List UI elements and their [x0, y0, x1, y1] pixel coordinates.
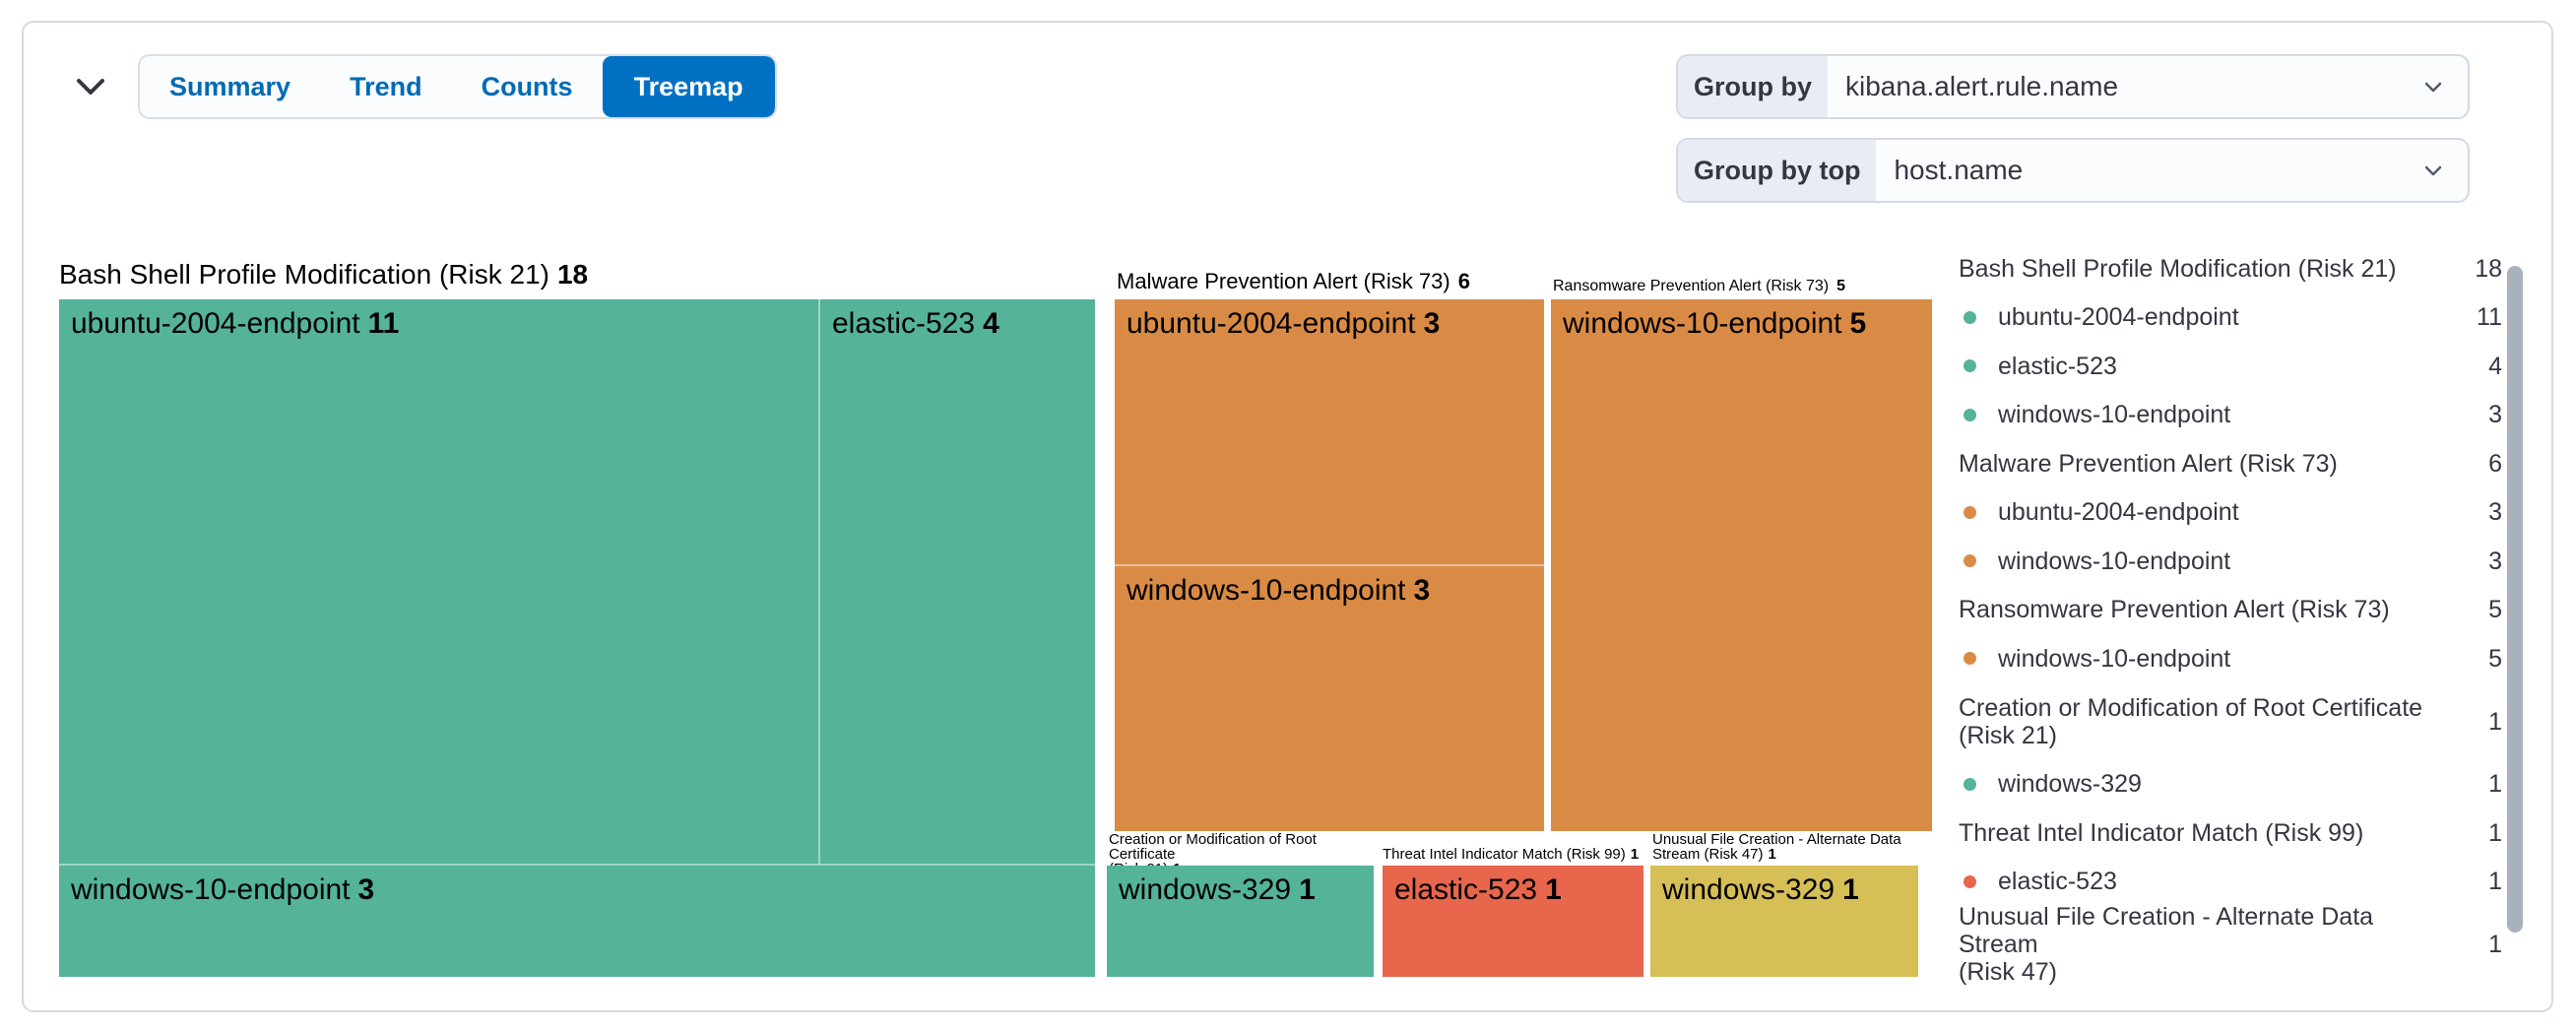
- legend-value: 6: [2488, 449, 2502, 478]
- legend-item-row[interactable]: windows-10-endpoint 3: [1959, 391, 2502, 440]
- legend-dot: [1964, 554, 1976, 568]
- legend-item-row[interactable]: windows-10-endpoint 5: [1959, 634, 2502, 683]
- legend-dot: [1964, 777, 1976, 791]
- legend-label: windows-10-endpoint: [1998, 547, 2231, 575]
- legend-value: 1: [2488, 707, 2502, 736]
- legend-value: 11: [2477, 303, 2502, 332]
- legend-dot: [1964, 652, 1976, 666]
- tab-treemap[interactable]: Treemap: [602, 56, 775, 117]
- chevron-down-icon: [75, 77, 106, 99]
- legend-item-row[interactable]: elastic-523 1: [1959, 858, 2502, 907]
- view-tab-group: Summary Trend Counts Treemap: [138, 54, 777, 119]
- legend-value: 5: [2488, 644, 2502, 673]
- treemap-cell-bash-ubuntu[interactable]: ubuntu-2004-endpoint 11: [59, 299, 818, 864]
- legend-header-row[interactable]: Unusual File Creation - Alternate Data S…: [1959, 903, 2502, 986]
- treemap-cell-rootcert-windows329[interactable]: windows-329 1: [1107, 866, 1374, 977]
- legend-value: 3: [2488, 401, 2502, 429]
- legend-label: windows-10-endpoint: [1998, 644, 2231, 673]
- legend-scrollbar[interactable]: [2507, 266, 2523, 933]
- legend-label: Creation or Modification of Root Certifi…: [1959, 693, 2423, 749]
- legend-item-row[interactable]: windows-10-endpoint 3: [1959, 537, 2502, 586]
- legend-label: ubuntu-2004-endpoint: [1998, 303, 2239, 332]
- treemap-cell-malware-windows10[interactable]: windows-10-endpoint 3: [1115, 564, 1544, 831]
- legend-label: windows-329: [1998, 770, 2142, 799]
- legend-label: elastic-523: [1998, 352, 2117, 380]
- legend-header-row[interactable]: Threat Intel Indicator Match (Risk 99) 1: [1959, 808, 2502, 858]
- legend-item-row[interactable]: ubuntu-2004-endpoint 11: [1959, 293, 2502, 343]
- legend-value: 1: [2488, 818, 2502, 847]
- treemap-cell-threatintel-elastic[interactable]: elastic-523 1: [1383, 866, 1643, 977]
- legend-item-row[interactable]: windows-329 1: [1959, 760, 2502, 809]
- legend-value: 1: [2488, 868, 2502, 896]
- legend-label: Bash Shell Profile Modification (Risk 21…: [1959, 254, 2397, 283]
- legend-label: Threat Intel Indicator Match (Risk 99): [1959, 818, 2364, 847]
- legend-label: Ransomware Prevention Alert (Risk 73): [1959, 596, 2390, 624]
- legend-dot: [1964, 874, 1976, 888]
- treemap-cell-ransomware-windows10[interactable]: windows-10-endpoint 5: [1551, 299, 1932, 831]
- legend-value: 4: [2488, 352, 2502, 380]
- legend-header-row[interactable]: Bash Shell Profile Modification (Risk 21…: [1959, 244, 2502, 293]
- legend-label: Unusual File Creation - Alternate Data S…: [1959, 903, 2374, 986]
- legend-label: ubuntu-2004-endpoint: [1998, 498, 2239, 527]
- treemap-cell-unusualfile-windows329[interactable]: windows-329 1: [1650, 866, 1918, 977]
- legend-header-row[interactable]: Ransomware Prevention Alert (Risk 73) 5: [1959, 586, 2502, 635]
- legend-dot: [1964, 359, 1976, 373]
- legend-label: Malware Prevention Alert (Risk 73): [1959, 449, 2338, 478]
- legend-dot: [1964, 310, 1976, 324]
- treemap-group-header-threat-intel: Threat Intel Indicator Match (Risk 99) 1: [1383, 846, 1640, 863]
- treemap-group-header-malware: Malware Prevention Alert (Risk 73) 6: [1117, 269, 1470, 293]
- tab-counts[interactable]: Counts: [452, 56, 603, 117]
- legend-item-row[interactable]: ubuntu-2004-endpoint 3: [1959, 488, 2502, 538]
- group-by-select[interactable]: Group by kibana.alert.rule.name: [1676, 54, 2470, 119]
- legend-label: elastic-523: [1998, 868, 2117, 896]
- chevron-down-icon: [2420, 140, 2468, 201]
- legend-item-row[interactable]: elastic-523 4: [1959, 342, 2502, 391]
- legend-value: 3: [2488, 547, 2502, 575]
- legend-value: 1: [2488, 931, 2502, 958]
- collapse-panel-button[interactable]: [67, 64, 114, 111]
- alerts-panel: Summary Trend Counts Treemap Group by ki…: [22, 21, 2553, 1012]
- treemap-cell-bash-windows10[interactable]: windows-10-endpoint 3: [59, 864, 1095, 977]
- cell-host-label: ubuntu-2004-endpoint: [1127, 307, 1416, 340]
- legend-value: 18: [2475, 254, 2502, 283]
- group-by-top-select[interactable]: Group by top host.name: [1676, 138, 2470, 203]
- group-by-top-value: host.name: [1894, 155, 2024, 185]
- legend-dot: [1964, 505, 1976, 519]
- legend-value: 3: [2488, 498, 2502, 527]
- group-by-label: Group by: [1678, 56, 1828, 117]
- cell-host-label: windows-329: [1119, 873, 1292, 906]
- legend-header-row[interactable]: Creation or Modification of Root Certifi…: [1959, 683, 2502, 760]
- cell-host-label: ubuntu-2004-endpoint: [71, 307, 360, 340]
- cell-host-label: windows-10-endpoint: [1563, 307, 1842, 340]
- cell-host-label: windows-10-endpoint: [1127, 574, 1406, 607]
- legend-header-row[interactable]: Malware Prevention Alert (Risk 73) 6: [1959, 439, 2502, 488]
- treemap-group-header-bash: Bash Shell Profile Modification (Risk 21…: [59, 259, 589, 290]
- treemap-legend: Bash Shell Profile Modification (Risk 21…: [1959, 244, 2502, 986]
- chevron-down-icon: [2420, 56, 2468, 117]
- cell-host-label: windows-10-endpoint: [71, 873, 351, 906]
- tab-trend[interactable]: Trend: [320, 56, 452, 117]
- legend-label: windows-10-endpoint: [1998, 401, 2231, 429]
- legend-dot: [1964, 408, 1976, 421]
- group-by-value: kibana.alert.rule.name: [1845, 71, 2119, 101]
- cell-host-label: elastic-523: [832, 307, 976, 340]
- legend-value: 5: [2488, 596, 2502, 624]
- treemap-cell-bash-elastic[interactable]: elastic-523 4: [818, 299, 1095, 864]
- tab-summary[interactable]: Summary: [140, 56, 320, 117]
- group-by-top-label: Group by top: [1678, 140, 1877, 201]
- cell-host-label: elastic-523: [1394, 873, 1538, 906]
- legend-value: 1: [2488, 770, 2502, 799]
- treemap-group-header-ransomware: Ransomware Prevention Alert (Risk 73) 5: [1553, 278, 1846, 294]
- cell-host-label: windows-329: [1662, 873, 1835, 906]
- treemap-cell-malware-ubuntu[interactable]: ubuntu-2004-endpoint 3: [1115, 299, 1544, 564]
- treemap-group-header-unusual-file: Unusual File Creation - Alternate Data S…: [1652, 831, 1901, 863]
